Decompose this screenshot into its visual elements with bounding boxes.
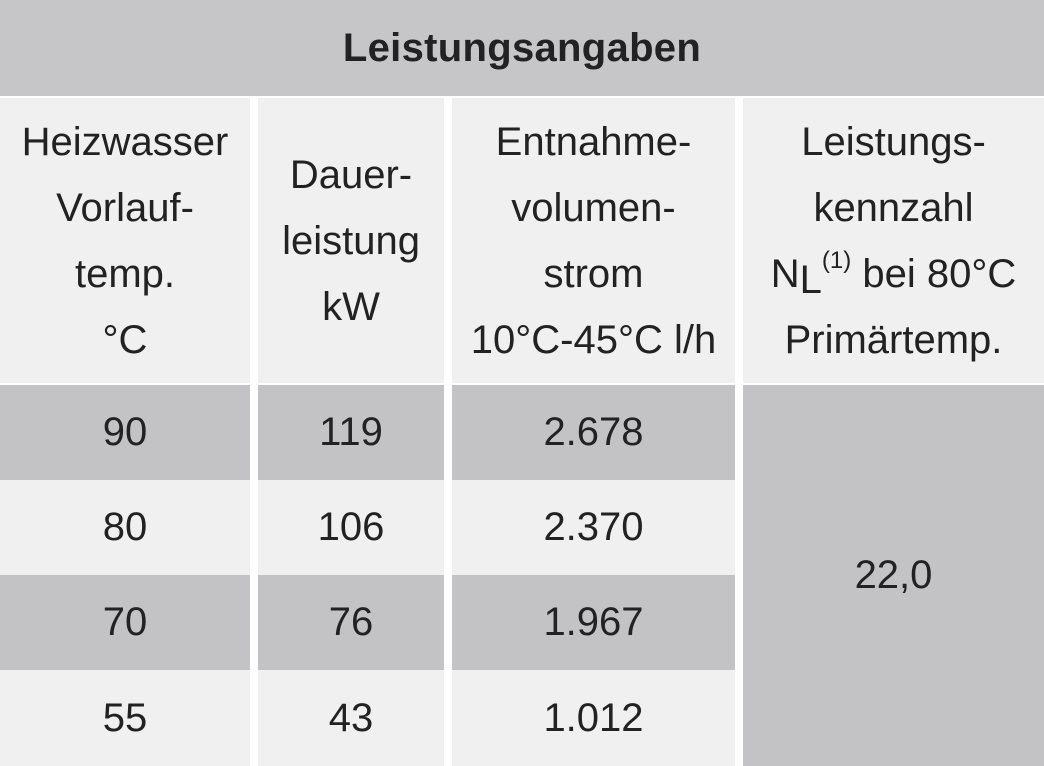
performance-index-value: 22,0 <box>743 385 1044 766</box>
table-cell: 90 <box>0 385 250 480</box>
table-cell: 76 <box>258 575 444 670</box>
table-cell: 80 <box>0 480 250 575</box>
header-draw-volume-line1: Entnahme- <box>495 119 692 164</box>
header-continuous-power-line2: leistung <box>282 218 420 263</box>
header-draw-volume: Entnahme- volumen- strom 10°C-45°C l/h <box>452 98 735 383</box>
header-flow-temp-line3: temp. <box>74 251 176 296</box>
footnote-marker: (1) <box>821 247 852 275</box>
nl-rest: bei 80°C <box>851 251 1017 296</box>
header-performance-index-line4: Primärtemp. <box>784 317 1003 362</box>
header-continuous-power-line3: kW <box>322 284 380 329</box>
table-cell: 55 <box>0 670 250 766</box>
table-cell: 2.678 <box>452 385 735 480</box>
header-draw-volume-line3: strom <box>543 251 644 296</box>
nl-symbol: N <box>770 251 800 296</box>
header-flow-temp: Heizwasser Vorlauf- temp. °C <box>0 98 250 383</box>
table-cell: 2.370 <box>452 480 735 575</box>
header-flow-temp-line2: Vorlauf- <box>56 185 194 230</box>
header-performance-index-line3: NL(1) bei 80°C <box>771 241 1016 307</box>
table-title: Leistungsangaben <box>0 0 1044 96</box>
table-cell: 43 <box>258 670 444 766</box>
nl-subscript: L <box>799 257 822 302</box>
header-performance-index-line1: Leistungs- <box>801 119 986 164</box>
table-cell: 119 <box>258 385 444 480</box>
header-flow-temp-line1: Heizwasser <box>21 119 229 164</box>
header-continuous-power-line1: Dauer- <box>289 152 413 197</box>
table-cell: 1.012 <box>452 670 735 766</box>
header-continuous-power: Dauer- leistung kW <box>258 98 444 383</box>
header-draw-volume-line2: volumen- <box>511 185 676 230</box>
header-draw-volume-line4: 10°C-45°C l/h <box>470 317 717 362</box>
table-cell: 1.967 <box>452 575 735 670</box>
header-performance-index-line2: kennzahl <box>813 185 974 230</box>
table-cell: 106 <box>258 480 444 575</box>
header-performance-index: Leistungs- kennzahl NL(1) bei 80°C Primä… <box>743 98 1044 383</box>
table-cell: 70 <box>0 575 250 670</box>
header-flow-temp-line4: °C <box>102 317 148 362</box>
